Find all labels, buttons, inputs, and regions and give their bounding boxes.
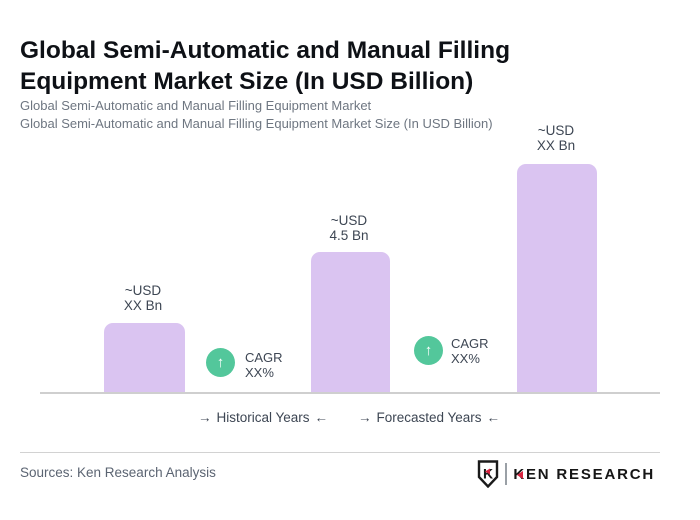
sources-note: Sources: Ken Research Analysis [20, 465, 216, 480]
page-title-line1: Global Semi-Automatic and Manual Filling [20, 37, 511, 65]
bar-value-label-historical: ~USD XX Bn [123, 283, 163, 313]
logo-separator [505, 463, 508, 485]
logo-wordmark: KEN RESEARCH [513, 466, 655, 483]
axis-group-label: Forecasted Years [376, 410, 482, 425]
bar-value-label-forecast: ~USD XX Bn [536, 123, 576, 153]
x-axis-baseline [40, 392, 660, 394]
right-arrow-icon: → [197, 410, 212, 425]
up-arrow-glyph: ↑ [216, 354, 225, 371]
up-arrow-glyph: ↑ [424, 342, 433, 359]
cagr-up-arrow-icon: ↑ [206, 348, 235, 377]
logo-red-triangle-icon [517, 470, 524, 479]
bar-forecast [517, 164, 597, 393]
chart-subtitle-line2: Global Semi-Automatic and Manual Filling… [20, 116, 493, 131]
axis-group-label: Historical Years [216, 410, 310, 425]
cagr-label-2: CAGR XX% [451, 336, 489, 366]
ken-research-logo: K KEN RESEARCH [477, 459, 655, 489]
axis-group-forecasted-years: → Forecasted Years ← [344, 410, 514, 425]
page-title: Global Semi-Automatic and Manual Filling… [20, 35, 620, 97]
axis-group-historical-years: → Historical Years ← [178, 410, 348, 425]
footer-divider [20, 452, 660, 453]
chart-subtitle: Global Semi-Automatic and Manual Filling… [20, 97, 640, 133]
bar-current [311, 252, 390, 393]
left-arrow-icon: ← [486, 410, 501, 425]
chart-subtitle-line1: Global Semi-Automatic and Manual Filling… [20, 98, 372, 113]
cagr-label-1: CAGR XX% [245, 350, 283, 380]
bar-historical [104, 323, 185, 393]
logo-emblem-letter: K [483, 466, 493, 482]
logo-wordmark-text: KEN RESEARCH [513, 465, 655, 483]
cagr-up-arrow-icon: ↑ [414, 336, 443, 365]
page-title-line2: Equipment Market Size (In USD Billion) [20, 68, 474, 96]
left-arrow-icon: ← [314, 410, 329, 425]
ken-research-shield-icon: K [478, 460, 499, 488]
bar-value-label-current: ~USD 4.5 Bn [329, 213, 369, 243]
right-arrow-icon: → [357, 410, 372, 425]
